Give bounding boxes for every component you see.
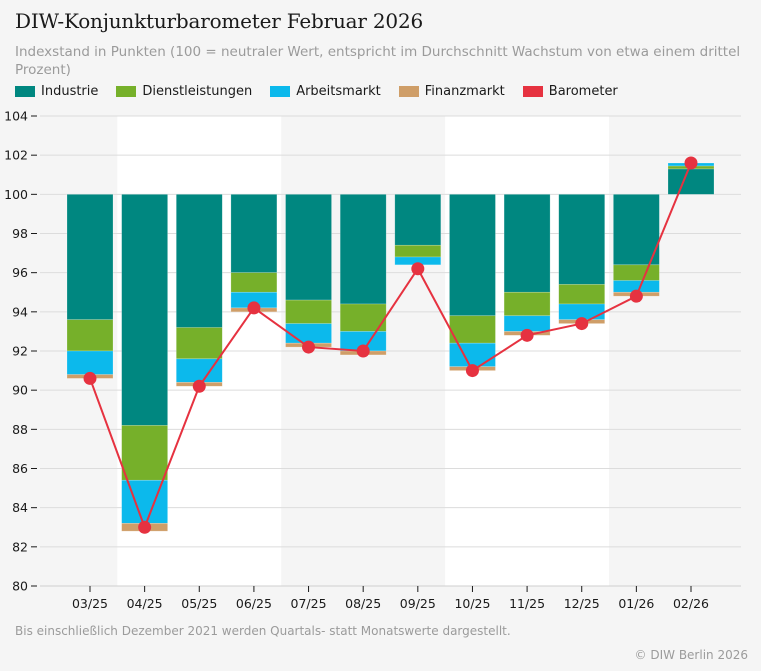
legend-swatch-arbeitsmarkt (270, 86, 291, 97)
barometer-point[interactable] (575, 317, 589, 331)
y-tick-label: 84 (12, 500, 28, 515)
x-axis: 03/25 04/25 05/25 06/25 07/25 08/25 09/25 10/25… (40, 585, 741, 611)
bar-segment-dienstleistungen[interactable] (230, 272, 278, 293)
legend-label: Barometer (548, 84, 618, 99)
y-tick-label: 96 (12, 265, 28, 280)
legend-swatch-dienstleistungen (116, 86, 137, 97)
x-tick-label: 02/26 (673, 596, 709, 611)
y-tick-label: 102 (4, 148, 28, 163)
y-tick-label: 92 (12, 344, 28, 359)
bar-segment-industrie[interactable] (558, 194, 606, 285)
y-tick-label: 80 (12, 579, 28, 594)
bar-segment-industrie[interactable] (121, 194, 168, 426)
x-tick-label: 08/25 (345, 596, 381, 611)
barometer-point[interactable] (520, 328, 534, 342)
footnote: Bis einschließlich Dezember 2021 werden … (15, 624, 511, 638)
barometer-point[interactable] (192, 379, 206, 393)
y-tick-label: 82 (12, 539, 28, 554)
y-tick-label: 100 (4, 187, 28, 202)
bar-segment-dienstleistungen[interactable] (66, 319, 114, 352)
barometer-point[interactable] (411, 262, 425, 276)
bar-segment-dienstleistungen[interactable] (503, 291, 551, 317)
x-tick-label: 05/25 (181, 596, 217, 611)
bar-segment-industrie[interactable] (503, 194, 551, 293)
bar-segment-dienstleistungen[interactable] (285, 299, 332, 324)
barometer-line-path (89, 162, 692, 531)
barometer-point[interactable] (629, 289, 643, 303)
legend-swatch-finanzmarkt (398, 86, 419, 97)
bar-segment-industrie[interactable] (175, 194, 223, 328)
barometer-point[interactable] (356, 344, 370, 358)
barometer-line (83, 156, 698, 534)
bar-segment-industrie[interactable] (613, 194, 660, 266)
x-tick-label: 06/25 (236, 596, 272, 611)
x-tick-label: 12/25 (564, 596, 600, 611)
barometer-point[interactable] (83, 371, 97, 385)
x-tick-label: 09/25 (400, 596, 436, 611)
legend-item-barometer[interactable]: Barometer (522, 84, 618, 99)
y-axis: 80 82 84 86 88 90 92 94 96 98 100 102 104 (4, 109, 37, 594)
legend-label: Finanzmarkt (424, 84, 505, 99)
x-tick-label: 03/25 (72, 596, 108, 611)
legend-item-finanzmarkt[interactable]: Finanzmarkt (398, 84, 505, 99)
x-tick-label: 01/26 (618, 596, 654, 611)
bar-segment-industrie[interactable] (66, 194, 114, 320)
y-tick-label: 90 (12, 383, 28, 398)
x-tick-label: 07/25 (291, 596, 327, 611)
y-tick-label: 88 (12, 422, 28, 437)
bar-segment-dienstleistungen[interactable] (175, 327, 223, 360)
chart-subtitle: Indexstand in Punkten (100 = neutraler W… (15, 44, 741, 78)
y-tick-label: 86 (12, 461, 28, 476)
y-tick-label: 98 (12, 226, 28, 241)
bar-segment-dienstleistungen[interactable] (121, 425, 168, 481)
bar-segment-arbeitsmarkt[interactable] (66, 350, 114, 375)
bar-segment-dienstleistungen[interactable] (613, 264, 660, 281)
legend-label: Dienstleistungen (142, 84, 253, 99)
bar-segment-arbeitsmarkt[interactable] (285, 323, 332, 344)
bar-segment-industrie[interactable] (230, 194, 278, 273)
barometer-point[interactable] (684, 156, 698, 170)
y-tick-label: 104 (4, 109, 28, 124)
legend-label: Arbeitsmarkt (296, 84, 381, 99)
x-tick-label: 10/25 (454, 596, 490, 611)
credit: © DIW Berlin 2026 (634, 648, 748, 662)
bar-segment-industrie[interactable] (339, 194, 387, 305)
barometer-point[interactable] (138, 520, 152, 534)
barometer-point[interactable] (302, 340, 316, 354)
y-tick-label: 94 (12, 304, 28, 319)
chart-title: DIW-Konjunkturbarometer Februar 2026 (15, 9, 424, 33)
x-tick-label: 11/25 (509, 596, 545, 611)
x-tick-label: 04/25 (127, 596, 163, 611)
barometer-point[interactable] (247, 301, 261, 315)
bars (66, 162, 715, 532)
bar-segment-industrie[interactable] (394, 194, 442, 246)
legend-item-dienstleistungen[interactable]: Dienstleistungen (116, 84, 252, 99)
barometer-point[interactable] (465, 364, 479, 378)
bar-segment-dienstleistungen[interactable] (394, 244, 442, 258)
legend: Industrie Dienstleistungen Arbeitsmarkt … (15, 84, 636, 99)
legend-label: Industrie (41, 84, 99, 99)
legend-swatch-barometer (522, 86, 543, 97)
legend-item-arbeitsmarkt[interactable]: Arbeitsmarkt (270, 84, 381, 99)
bar-segment-dienstleistungen[interactable] (558, 284, 606, 305)
bar-segment-industrie[interactable] (285, 194, 332, 301)
legend-item-industrie[interactable]: Industrie (15, 84, 98, 99)
bar-segment-industrie[interactable] (667, 168, 715, 195)
bar-segment-industrie[interactable] (449, 194, 496, 317)
legend-swatch-industrie (15, 86, 35, 97)
bar-segment-arbeitsmarkt[interactable] (449, 342, 496, 367)
